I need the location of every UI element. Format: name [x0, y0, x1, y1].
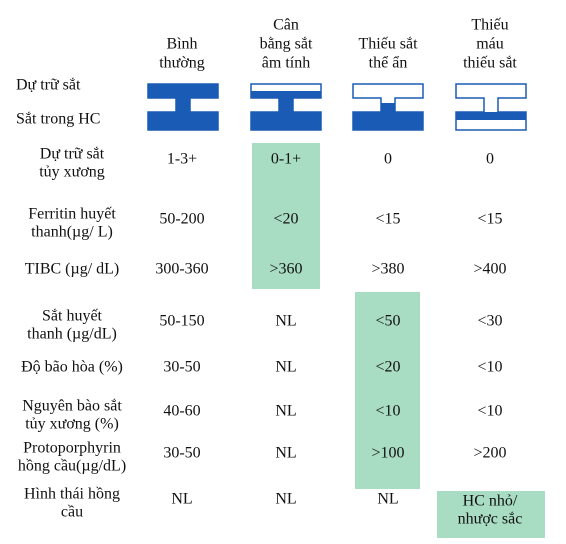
- cell: 40-60: [163, 403, 200, 420]
- cell: NL: [275, 445, 296, 462]
- cell: <10: [477, 359, 502, 376]
- cell: nhược sắc: [458, 511, 523, 528]
- cell: <10: [375, 403, 400, 420]
- cell: <20: [273, 211, 298, 228]
- row-label: Nguyên bào sắt: [22, 398, 122, 415]
- row-label: TIBC (µg/ dL): [25, 261, 120, 278]
- cell: NL: [275, 359, 296, 376]
- row-label: tủy xương: [39, 164, 105, 181]
- cell: 0-1+: [271, 151, 301, 168]
- cell: <30: [477, 313, 502, 330]
- row-label: Ferritin huyết: [28, 206, 116, 223]
- row-label: thanh(µg/ L): [31, 224, 113, 241]
- cell: >360: [269, 261, 302, 278]
- column-header: thiếu sắt: [463, 55, 517, 72]
- cell: 1-3+: [167, 151, 197, 168]
- cell: NL: [275, 491, 296, 508]
- cell: >100: [371, 445, 404, 462]
- row-label: Độ bão hòa (%): [21, 359, 123, 376]
- column-header: âm tính: [262, 55, 310, 72]
- cell: >380: [371, 261, 404, 278]
- cell: 30-50: [163, 445, 200, 462]
- cell: NL: [377, 491, 398, 508]
- row-label: hồng cầu(µg/dL): [18, 458, 126, 475]
- row-label: cầu: [61, 504, 83, 521]
- column-header: Cân: [273, 17, 299, 34]
- row-label: Protoporphyrin: [23, 440, 121, 457]
- cell: 0: [486, 151, 494, 168]
- cell: >400: [473, 261, 506, 278]
- row-label: Hình thái hồng: [24, 486, 120, 503]
- cell: 0: [384, 151, 392, 168]
- cell: <15: [375, 211, 400, 228]
- column-header: Bình: [166, 36, 197, 53]
- column-header: bằng sắt: [260, 36, 313, 53]
- cell: HC nhỏ/: [463, 493, 518, 510]
- cell: NL: [171, 491, 192, 508]
- column-header: Thiếu: [471, 17, 508, 34]
- texts: Bình thường Cân bằng sắt âm tính Thiếu sắt thể…: [16, 17, 522, 528]
- cell: 50-150: [159, 313, 204, 330]
- iron-diagrams: [147, 83, 527, 131]
- cell: <50: [375, 313, 400, 330]
- cell: >200: [473, 445, 506, 462]
- column-header: thể ẩn: [369, 55, 408, 72]
- row-label: tủy xương (%): [25, 416, 119, 433]
- diagram-label: Dự trữ sắt: [16, 77, 81, 94]
- cell: <15: [477, 211, 502, 228]
- row-label: Dự trữ sắt: [40, 146, 105, 163]
- column-header: Thiếu sắt: [358, 36, 418, 53]
- cell: <10: [477, 403, 502, 420]
- cell: NL: [275, 403, 296, 420]
- highlights: [252, 143, 545, 538]
- diagram-label: Sắt trong HC: [16, 111, 100, 128]
- cell: NL: [275, 313, 296, 330]
- row-label: Sắt huyết: [42, 308, 103, 325]
- cell: 50-200: [159, 211, 204, 228]
- row-label: thanh (µg/dL): [27, 326, 117, 343]
- column-header: thường: [159, 55, 205, 72]
- column-header: máu: [476, 36, 504, 53]
- cell: <20: [375, 359, 400, 376]
- cell: 30-50: [163, 359, 200, 376]
- cell: 300-360: [155, 261, 208, 278]
